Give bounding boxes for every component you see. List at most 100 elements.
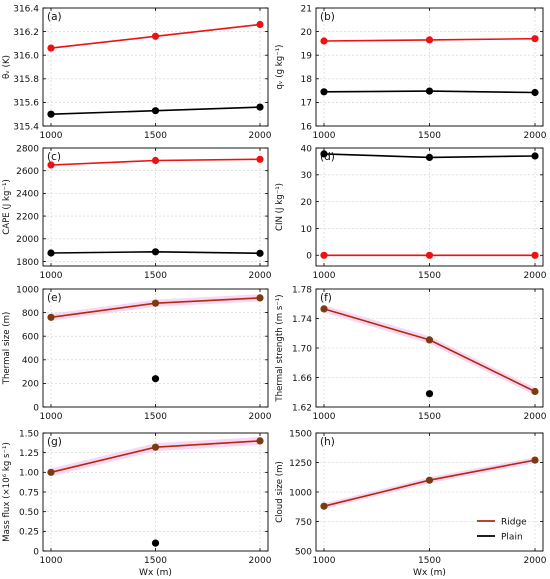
x-tick-label: 1000 — [40, 131, 63, 141]
y-axis-label: Cloud size (m) — [275, 461, 285, 523]
panel-b: 16 17 18 19 20 21 1000 1500 2000 (b) qᵥ (g kg⁻¹) — [275, 4, 547, 141]
x-tick-label: 2000 — [524, 271, 547, 281]
y-tick-label: 315.6 — [13, 99, 39, 109]
data-point — [531, 152, 539, 160]
y-tick-label: 1.74 — [292, 315, 312, 325]
x-tick-label: 1500 — [418, 556, 441, 566]
y-tick-label: 0.75 — [19, 488, 39, 498]
panel-g: 0 0.25 0.50 0.75 1.00 1.25 1.50 1000 1500 2000 (g)… — [2, 429, 272, 578]
y-tick-label: 1.00 — [19, 469, 39, 479]
data-point — [425, 153, 434, 161]
data-point — [256, 103, 264, 111]
data-point — [531, 456, 539, 464]
data-point — [320, 88, 328, 96]
data-point — [425, 336, 434, 344]
y-tick-label: 0 — [33, 403, 39, 413]
data-point — [151, 156, 160, 165]
panel-f: 1.62 1.66 1.70 1.74 1.78 1000 1500 2000 (f) Therm… — [275, 285, 547, 422]
y-tick-label: 21 — [301, 4, 312, 14]
panel-d: 0 10 20 30 40 1000 1500 2000 (d) CIN (J kg⁻¹) — [275, 144, 547, 281]
y-tick-label: 0 — [33, 547, 39, 557]
y-tick-label: 19 — [301, 52, 313, 62]
legend: Ridge Plain — [477, 517, 527, 542]
x-tick-label: 2000 — [249, 556, 272, 566]
panel-label: (d) — [320, 151, 335, 163]
y-tick-label: 2200 — [16, 212, 39, 222]
data-point — [47, 110, 55, 118]
x-tick-label: 2000 — [249, 412, 272, 422]
y-tick-label: 16 — [301, 122, 313, 132]
x-tick-label: 2000 — [524, 412, 547, 422]
data-point — [531, 88, 539, 97]
y-tick-label: 0 — [306, 252, 312, 262]
y-tick-label: 17 — [301, 99, 312, 109]
x-tick-label: 2000 — [249, 271, 272, 281]
panel-label: (e) — [47, 292, 62, 304]
y-tick-label: 18 — [301, 75, 313, 85]
x-tick-label: 1500 — [144, 131, 167, 141]
panel-label: (f) — [320, 292, 332, 304]
y-tick-label: 1250 — [289, 459, 312, 469]
x-tick-label: 2000 — [249, 131, 272, 141]
y-tick-label: 1.62 — [292, 403, 312, 413]
data-point — [320, 37, 328, 45]
x-tick-label: 1000 — [313, 131, 336, 141]
y-axis-label: Thermal size (m) — [2, 312, 12, 386]
panel-e: 0 200 400 600 800 1000 1000 1500 2000 (e) Thermal … — [2, 285, 272, 422]
panel-label: (g) — [47, 436, 62, 448]
y-tick-label: 400 — [22, 356, 39, 366]
y-tick-label: 1000 — [289, 488, 312, 498]
uncertainty-band — [51, 436, 260, 477]
y-axis-label: Thermal strength (m s⁻¹) — [275, 294, 285, 402]
x-tick-label: 1000 — [40, 556, 63, 566]
y-tick-label: 316.4 — [13, 4, 39, 14]
x-axis-label: Wx (m) — [139, 568, 172, 578]
data-point — [320, 502, 328, 510]
y-tick-label: 1800 — [16, 258, 39, 268]
x-tick-label: 1000 — [313, 556, 336, 566]
data-point — [425, 36, 434, 44]
y-axis-label: θᵥ (K) — [2, 55, 12, 79]
x-tick-label: 1000 — [313, 412, 336, 422]
data-point — [320, 305, 328, 313]
data-point — [151, 248, 160, 256]
x-tick-label: 1500 — [418, 131, 441, 141]
y-tick-label: 20 — [301, 28, 313, 38]
data-point — [425, 476, 434, 484]
data-point — [256, 20, 264, 29]
data-point — [47, 313, 55, 321]
y-tick-label: 1.66 — [292, 374, 312, 384]
panel-h: 500 750 1000 1250 1500 1000 1500 2000 (h) Cloud s… — [275, 429, 547, 578]
data-point — [47, 44, 55, 52]
x-axis-label: Wx (m) — [413, 568, 446, 578]
y-tick-label: 2000 — [16, 235, 39, 245]
x-tick-label: 1000 — [40, 271, 63, 281]
x-tick-label: 1500 — [418, 412, 441, 422]
data-point — [151, 299, 160, 307]
y-axis-label: CIN (J kg⁻¹) — [275, 183, 285, 231]
x-tick-label: 1500 — [144, 412, 167, 422]
y-tick-label: 2800 — [16, 144, 39, 154]
x-tick-label: 1000 — [313, 271, 336, 281]
y-tick-label: 316.0 — [13, 52, 39, 62]
x-tick-label: 1500 — [144, 271, 167, 281]
y-axis-label: qᵥ (g kg⁻¹) — [275, 44, 285, 89]
y-tick-label: 30 — [301, 171, 313, 181]
data-point — [425, 87, 434, 95]
y-tick-label: 600 — [22, 333, 39, 343]
y-tick-label: 0.50 — [19, 508, 39, 518]
panel-label: (h) — [320, 436, 335, 448]
data-point — [256, 249, 264, 257]
panel-label: (c) — [47, 151, 61, 163]
data-point — [151, 539, 160, 547]
data-point — [425, 251, 434, 259]
data-point — [320, 150, 328, 158]
data-point — [47, 468, 55, 476]
y-tick-label: 750 — [295, 518, 312, 528]
y-tick-label: 1.25 — [19, 449, 39, 459]
legend-label: Plain — [501, 532, 523, 542]
data-point — [425, 390, 434, 398]
uncertainty-band — [324, 305, 535, 396]
legend-label: Ridge — [501, 517, 527, 527]
y-tick-label: 1.50 — [19, 429, 39, 439]
